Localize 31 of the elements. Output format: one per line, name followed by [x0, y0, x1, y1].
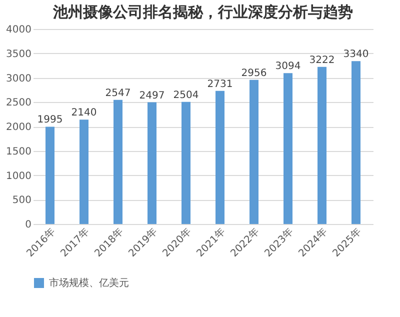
y-tick-label: 4000	[6, 24, 32, 36]
data-label: 3094	[275, 61, 301, 72]
data-label: 2956	[241, 68, 267, 79]
data-label: 2497	[139, 90, 165, 102]
data-label: 3222	[309, 54, 335, 66]
data-label: 1995	[37, 114, 63, 126]
y-tick-label: 1000	[6, 170, 32, 182]
bar	[80, 120, 88, 224]
y-tick-label: 2000	[6, 122, 32, 133]
bar	[114, 100, 122, 224]
y-tick-label: 500	[12, 195, 32, 206]
bar	[46, 126, 54, 224]
y-tick-label: 2500	[6, 98, 32, 109]
data-label: 2504	[173, 90, 199, 101]
y-tick-label: 1500	[6, 146, 32, 158]
data-label: 2731	[207, 78, 233, 90]
bar	[148, 102, 156, 224]
data-label: 2547	[105, 88, 131, 99]
bar	[216, 90, 224, 224]
chart-title: 池州摄像公司排名揭秘，行业深度分析与趋势	[52, 3, 353, 21]
bar	[250, 80, 258, 224]
y-tick-label: 0	[25, 220, 32, 230]
bar	[182, 102, 190, 224]
y-tick-label: 3500	[6, 48, 32, 60]
data-label: 2140	[71, 108, 97, 119]
y-tick-label: 3000	[6, 73, 32, 84]
data-label: 3340	[343, 49, 369, 60]
bar	[318, 66, 326, 224]
legend-label: 市场规模、亿美元	[49, 277, 129, 289]
bar	[352, 61, 360, 224]
bar	[284, 73, 292, 224]
